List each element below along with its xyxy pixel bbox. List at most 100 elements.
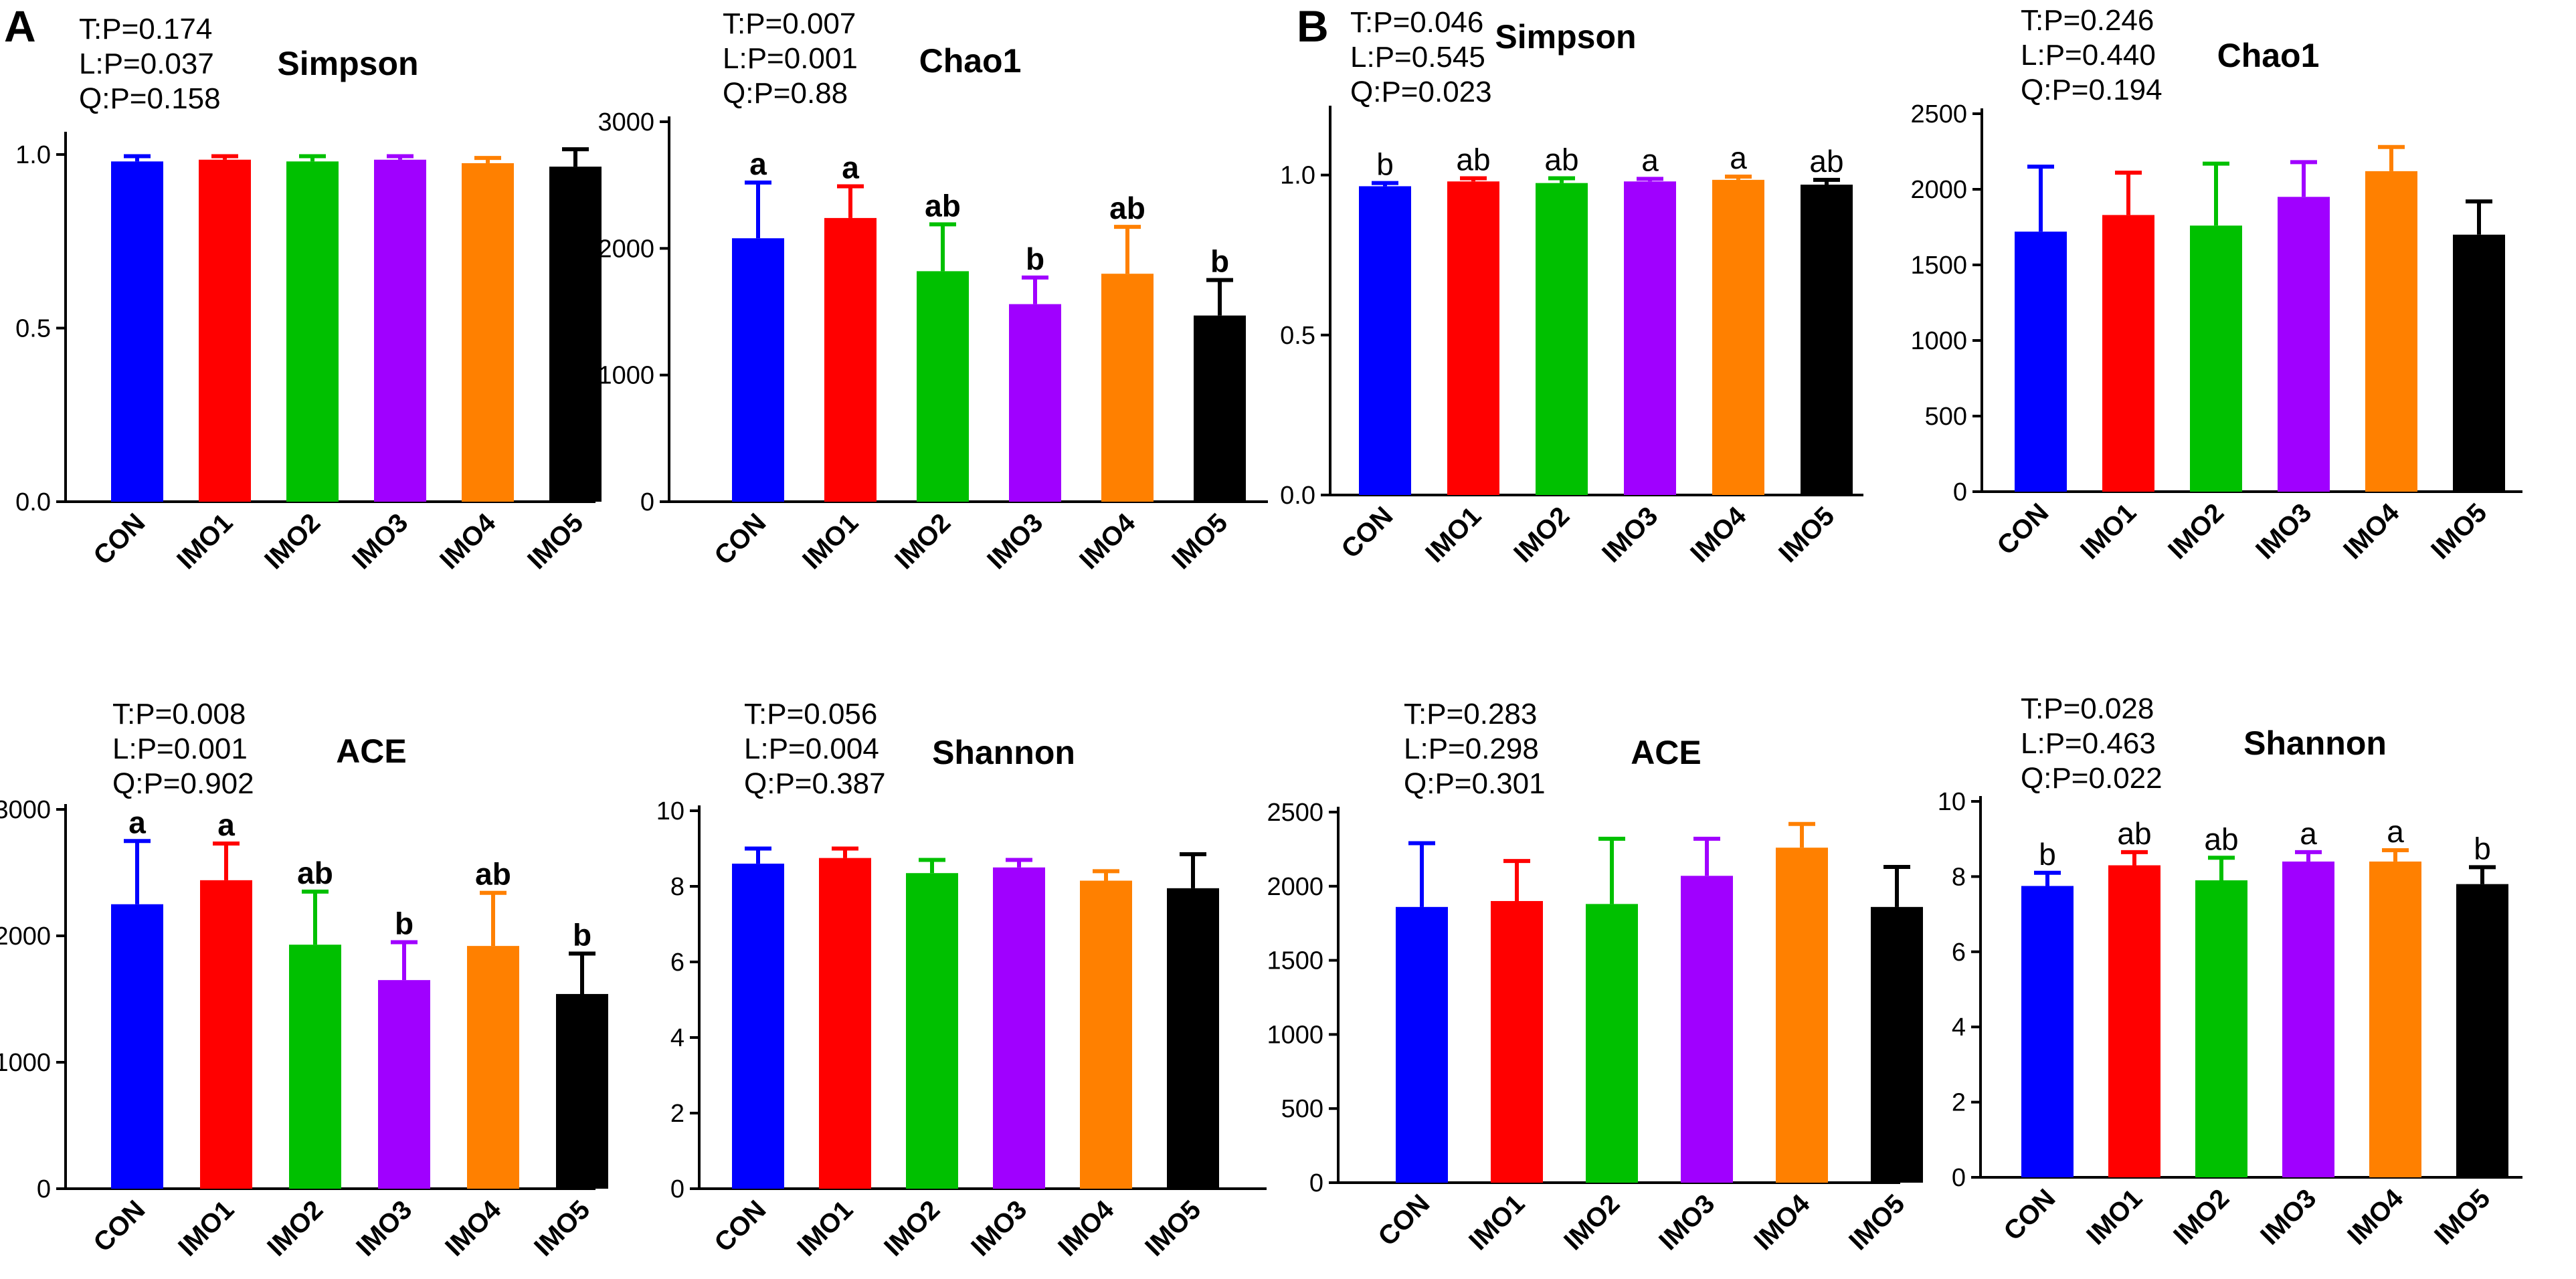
x-tick-label: IMO1 [1463, 1189, 1530, 1256]
bar-imo5 [1801, 185, 1853, 495]
y-tick-label: 1000 [1267, 1021, 1323, 1049]
bar-imo3 [1681, 876, 1733, 1183]
y-tick-label: 0 [1309, 1169, 1323, 1197]
bar-imo4 [1712, 179, 1764, 495]
significance-letter: ab [1809, 144, 1843, 179]
significance-letter: b [2474, 831, 2491, 866]
stat-line: Q:P=0.194 [2021, 74, 2163, 106]
bar-con [2021, 886, 2074, 1177]
stat-line: T:P=0.007 [723, 7, 856, 40]
bar-imo3 [993, 867, 1045, 1189]
x-tick-label: IMO2 [1508, 501, 1575, 568]
x-tick-label: CON [88, 508, 151, 571]
bar-con [111, 904, 163, 1189]
y-tick-label: 0 [1953, 478, 1967, 506]
stat-line: T:P=0.174 [79, 13, 212, 45]
stat-line: T:P=0.283 [1404, 698, 1537, 730]
stat-line: Q:P=0.022 [2021, 762, 2163, 795]
x-tick-label: IMO3 [982, 508, 1048, 575]
y-tick-label: 4 [1952, 1013, 1966, 1042]
bar-imo5 [549, 167, 602, 502]
chart-title: Chao1 [919, 42, 1022, 80]
x-tick-label: IMO5 [1843, 1189, 1910, 1256]
bar-imo1 [824, 217, 877, 502]
y-tick-label: 2000 [597, 235, 654, 263]
x-tick-label: IMO4 [2342, 1183, 2409, 1251]
bar-imo5 [2453, 234, 2505, 492]
y-tick-label: 1500 [1910, 252, 1967, 280]
significance-letter: a [217, 807, 235, 842]
significance-letter: a [749, 146, 767, 181]
y-tick-label: 500 [1925, 403, 1967, 431]
y-tick-label: 1.0 [15, 141, 51, 169]
bar-imo3 [1009, 304, 1061, 502]
bar-imo3 [374, 159, 426, 502]
y-tick-label: 500 [1281, 1095, 1323, 1123]
bar-imo4 [2365, 171, 2417, 492]
y-tick-label: 2500 [1910, 100, 1967, 128]
y-tick-label: 6 [670, 949, 684, 977]
bar-imo1 [819, 858, 871, 1189]
stat-line: L:P=0.463 [2021, 727, 2156, 760]
x-tick-label: IMO2 [889, 508, 956, 575]
x-tick-label: IMO1 [171, 508, 238, 575]
chart-title: Shannon [932, 734, 1075, 771]
x-tick-label: IMO3 [2255, 1183, 2322, 1250]
bar-imo1 [1491, 900, 1543, 1183]
x-tick-label: IMO3 [2250, 498, 2317, 565]
x-tick-label: IMO4 [1052, 1195, 1120, 1262]
y-tick-label: 4 [670, 1024, 684, 1052]
significance-letter: b [395, 906, 413, 941]
x-tick-label: IMO5 [2429, 1183, 2496, 1250]
x-tick-label: CON [1372, 1189, 1435, 1252]
chart-title: Chao1 [2217, 37, 2320, 74]
stat-line: L:P=0.001 [112, 732, 248, 765]
bar-imo1 [200, 880, 252, 1189]
significance-letter: a [2387, 814, 2404, 849]
x-tick-label: CON [709, 508, 771, 571]
y-tick-label: 1000 [0, 1049, 51, 1077]
y-tick-label: 10 [1938, 788, 1966, 816]
significance-letter: ab [1456, 142, 1490, 177]
y-tick-label: 2 [670, 1100, 684, 1128]
significance-letter: a [2300, 816, 2317, 851]
significance-letter: ab [2204, 821, 2238, 856]
x-tick-label: IMO3 [351, 1195, 418, 1262]
significance-letter: a [1641, 142, 1659, 177]
y-tick-label: 0.0 [1280, 482, 1315, 510]
x-tick-label: IMO2 [1558, 1189, 1625, 1256]
x-tick-label: CON [88, 1195, 151, 1258]
bar-imo4 [2369, 861, 2421, 1177]
x-tick-label: IMO1 [1420, 501, 1487, 568]
bar-con [1396, 906, 1448, 1183]
bar-imo5 [1871, 906, 1923, 1183]
stat-line: L:P=0.298 [1404, 732, 1539, 765]
y-tick-label: 6 [1952, 939, 1966, 967]
x-tick-label: CON [1336, 501, 1398, 564]
bar-imo1 [2102, 215, 2154, 492]
bar-imo5 [1194, 315, 1246, 502]
bar-imo2 [289, 945, 341, 1189]
bar-imo5 [1167, 888, 1219, 1189]
x-tick-label: IMO4 [1748, 1189, 1816, 1256]
y-tick-label: 0 [1952, 1164, 1966, 1192]
x-tick-label: IMO4 [1685, 501, 1752, 569]
chart-title: ACE [1631, 734, 1701, 771]
stat-line: Q:P=0.301 [1404, 767, 1546, 800]
bar-imo2 [1586, 904, 1638, 1183]
x-tick-label: IMO5 [1166, 508, 1233, 575]
bar-imo5 [556, 993, 608, 1189]
x-tick-label: IMO2 [259, 508, 326, 575]
y-tick-label: 8 [670, 873, 684, 901]
x-tick-label: IMO3 [1596, 501, 1663, 568]
bar-imo4 [1080, 880, 1132, 1189]
x-tick-label: IMO1 [2075, 498, 2142, 565]
y-tick-label: 0.5 [1280, 322, 1315, 350]
bar-imo1 [2108, 865, 2160, 1177]
bar-imo1 [199, 159, 251, 502]
